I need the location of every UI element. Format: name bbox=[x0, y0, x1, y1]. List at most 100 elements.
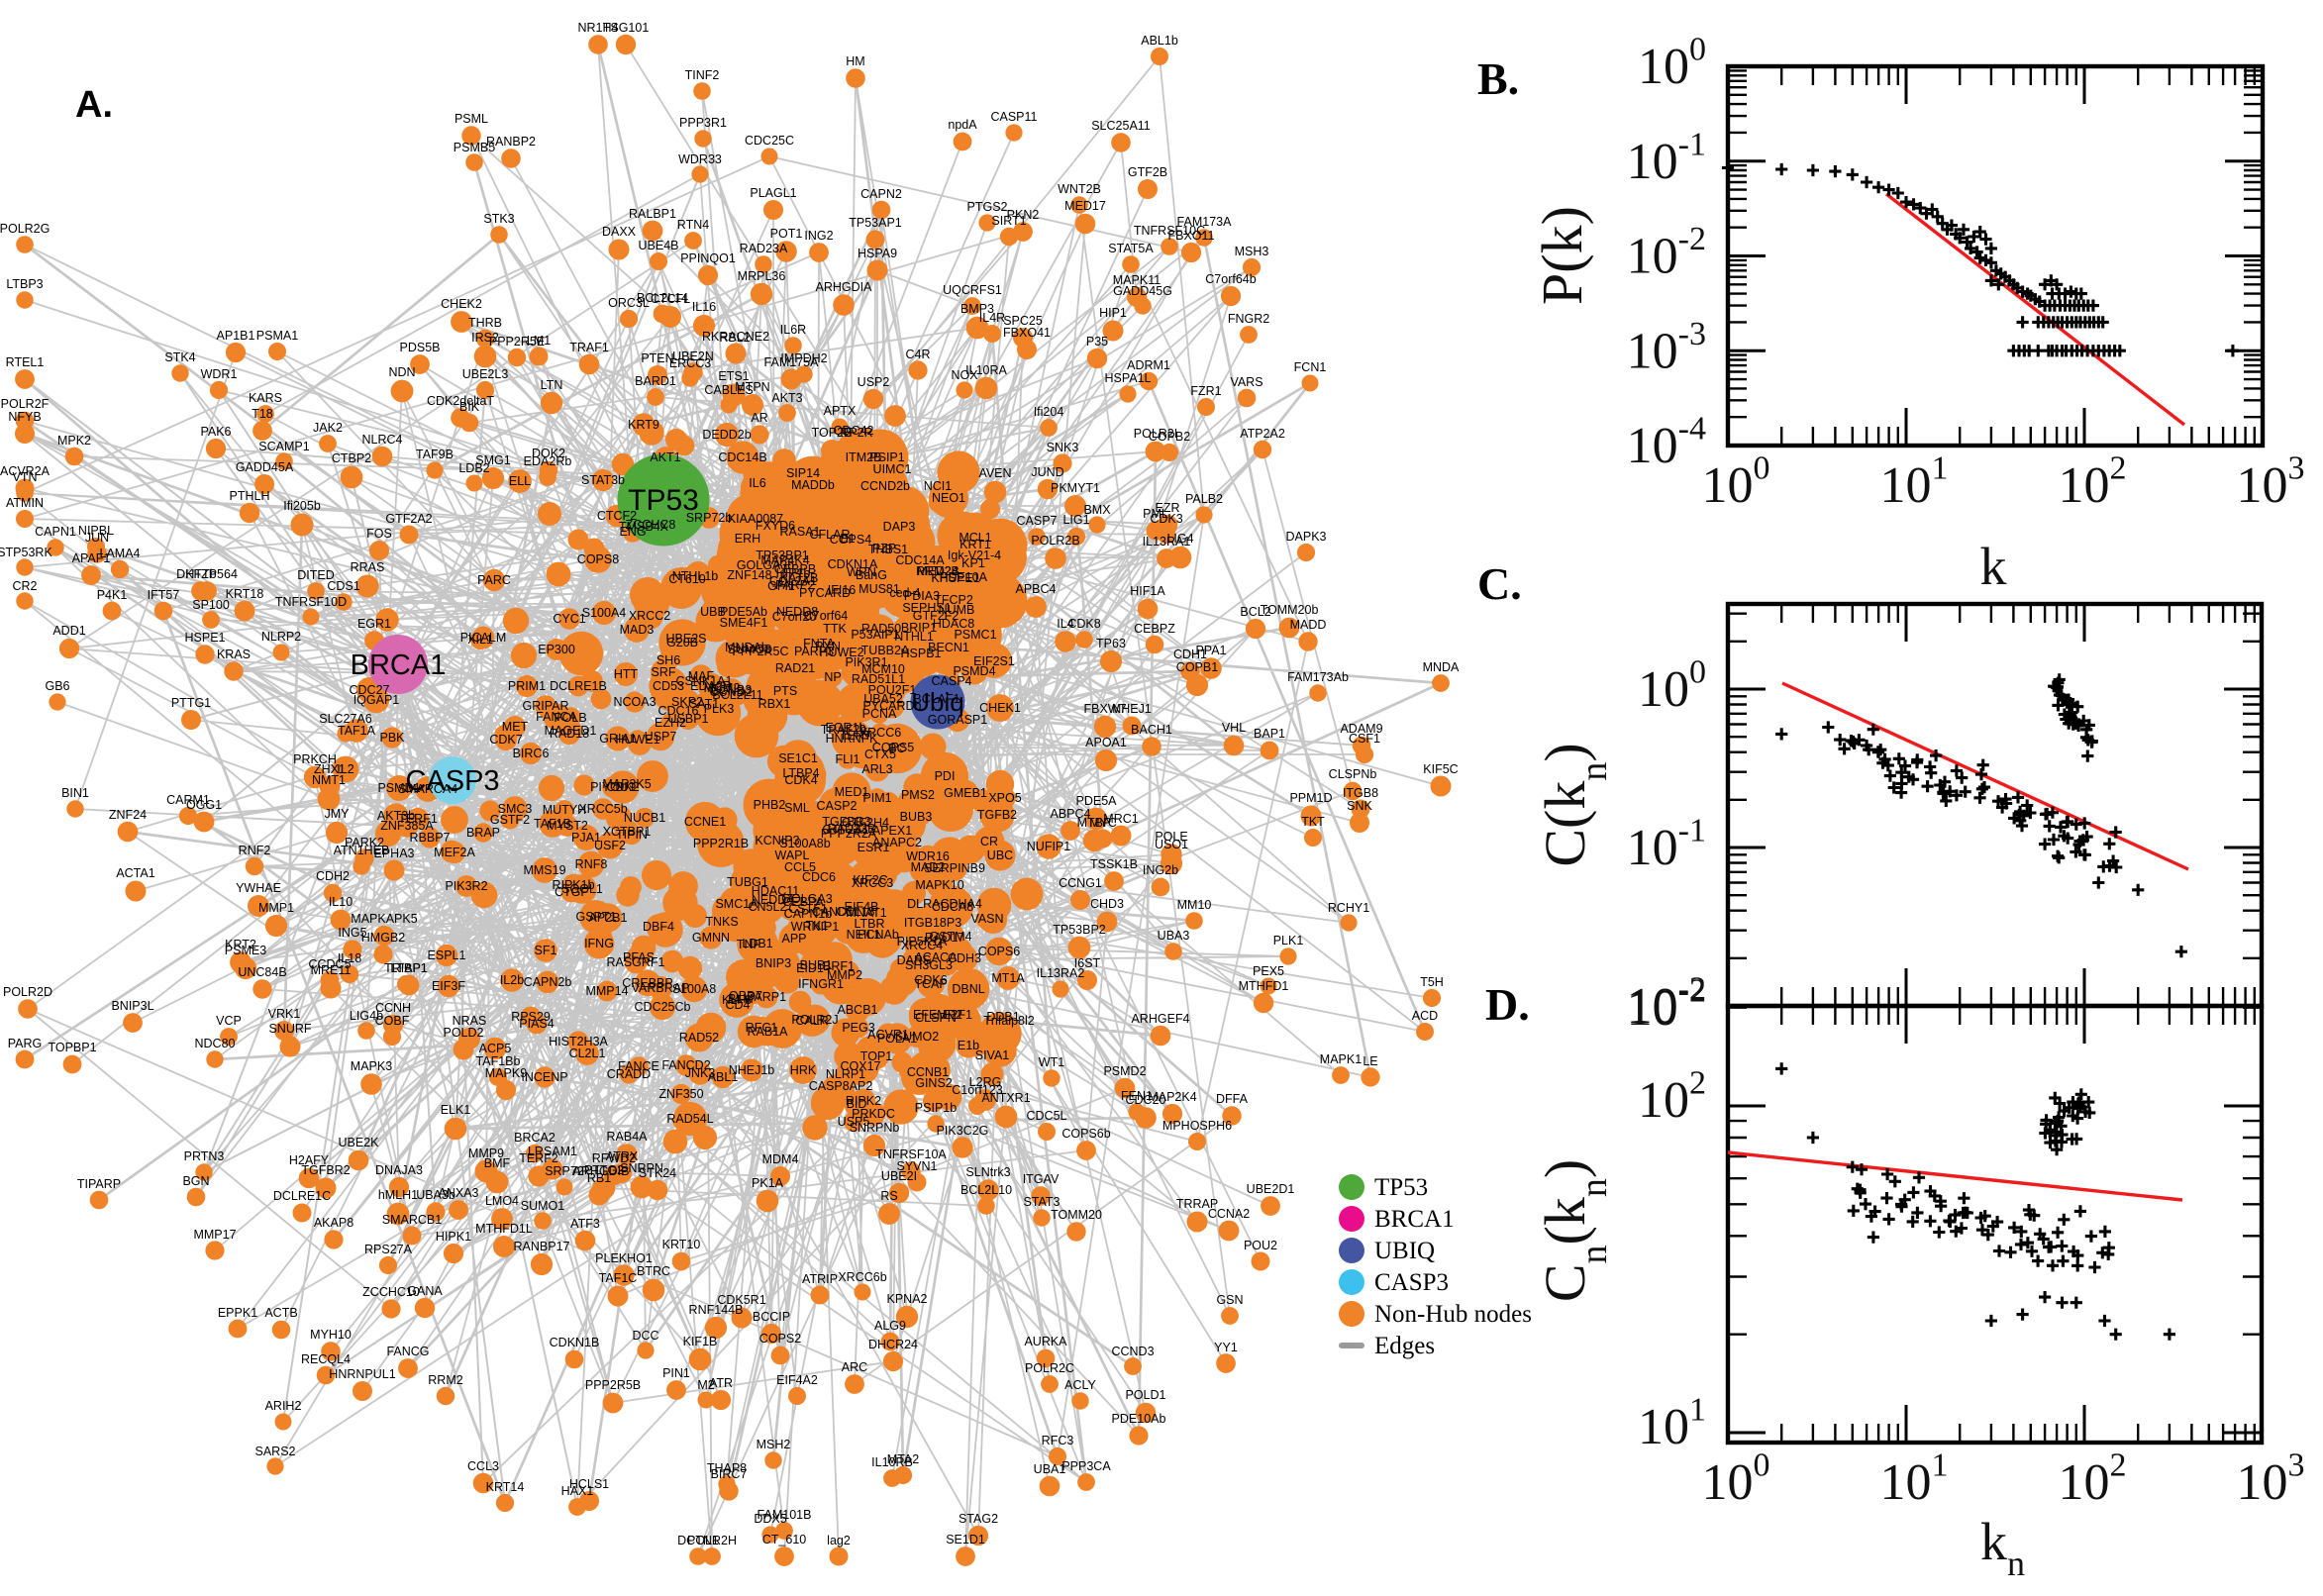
svg-text:CDK2deltaT: CDK2deltaT bbox=[427, 394, 494, 408]
svg-text:HNRNPK: HNRNPK bbox=[826, 732, 878, 746]
svg-text:PPP2R5C: PPP2R5C bbox=[733, 645, 789, 658]
svg-text:RNF8: RNF8 bbox=[575, 857, 608, 871]
svg-text:ATF3: ATF3 bbox=[570, 1217, 600, 1231]
svg-text:PK1A: PK1A bbox=[752, 1176, 784, 1190]
svg-text:NIPBL: NIPBL bbox=[78, 524, 114, 538]
svg-text:IL4R: IL4R bbox=[979, 311, 1005, 325]
svg-text:PDIA3: PDIA3 bbox=[904, 589, 940, 603]
svg-text:101: 101 bbox=[1880, 450, 1949, 514]
svg-text:CDK2: CDK2 bbox=[606, 780, 639, 794]
svg-text:ATRX: ATRX bbox=[606, 1149, 639, 1163]
svg-text:PCNAb: PCNAb bbox=[858, 928, 899, 942]
svg-text:CLSPNb: CLSPNb bbox=[1329, 767, 1377, 781]
svg-text:CASP4: CASP4 bbox=[932, 674, 972, 688]
svg-text:ESPL1: ESPL1 bbox=[428, 948, 466, 962]
svg-text:RAD50: RAD50 bbox=[861, 622, 901, 636]
svg-text:SNURF: SNURF bbox=[268, 1022, 311, 1036]
svg-text:XCTBP1: XCTBP1 bbox=[603, 825, 652, 839]
svg-text:FAM173Ab: FAM173Ab bbox=[1287, 670, 1349, 684]
svg-text:RKRACNE2: RKRACNE2 bbox=[702, 330, 769, 344]
svg-text:TNF: TNF bbox=[737, 938, 761, 951]
svg-text:MAP2K4: MAP2K4 bbox=[1148, 1090, 1196, 1104]
svg-text:COPB1: COPB1 bbox=[1176, 660, 1218, 674]
svg-text:CDC20: CDC20 bbox=[1126, 1093, 1166, 1107]
svg-text:WAPL: WAPL bbox=[775, 848, 810, 862]
svg-text:G20B: G20B bbox=[666, 636, 698, 649]
svg-text:KRT18: KRT18 bbox=[226, 587, 264, 601]
svg-text:CCL18: CCL18 bbox=[837, 905, 875, 919]
svg-text:JUN: JUN bbox=[85, 531, 109, 545]
svg-text:CDH1: CDH1 bbox=[1173, 648, 1207, 661]
svg-text:ELK1: ELK1 bbox=[441, 1103, 471, 1117]
svg-text:ACD: ACD bbox=[1412, 1009, 1438, 1023]
svg-text:DBF4: DBF4 bbox=[643, 920, 674, 934]
svg-text:PDS5B: PDS5B bbox=[400, 341, 441, 354]
svg-text:MUS81: MUS81 bbox=[858, 582, 900, 596]
svg-text:FANCG: FANCG bbox=[386, 1345, 429, 1358]
svg-text:DCLRE1B: DCLRE1B bbox=[550, 679, 607, 693]
svg-text:ANTXR1: ANTXR1 bbox=[981, 1091, 1030, 1105]
svg-text:UBA3: UBA3 bbox=[1158, 929, 1190, 943]
svg-text:IL13RA2: IL13RA2 bbox=[1037, 966, 1085, 980]
svg-text:RAD17: RAD17 bbox=[925, 931, 964, 945]
svg-text:RBBP7: RBBP7 bbox=[410, 831, 451, 845]
svg-text:PIK3R1: PIK3R1 bbox=[845, 655, 887, 669]
svg-text:XPO5: XPO5 bbox=[988, 791, 1021, 805]
svg-text:TTK: TTK bbox=[823, 622, 847, 636]
svg-text:CCL3: CCL3 bbox=[467, 1459, 499, 1473]
svg-text:ARHGEF4: ARHGEF4 bbox=[1131, 1012, 1189, 1026]
svg-text:MCL1: MCL1 bbox=[959, 531, 991, 545]
svg-text:ACACA: ACACA bbox=[914, 950, 958, 964]
svg-text:EGR1: EGR1 bbox=[357, 617, 391, 631]
svg-text:MED24: MED24 bbox=[917, 564, 959, 578]
svg-text:DDX5: DDX5 bbox=[754, 1512, 786, 1526]
svg-text:COPS6: COPS6 bbox=[978, 945, 1020, 958]
svg-text:T18: T18 bbox=[252, 407, 273, 421]
svg-text:PPA1: PPA1 bbox=[1195, 644, 1226, 657]
svg-text:RAB1A: RAB1A bbox=[748, 1025, 789, 1039]
svg-text:ESR1: ESR1 bbox=[858, 841, 890, 854]
svg-text:C7orf64: C7orf64 bbox=[804, 609, 849, 623]
svg-text:PARP1: PARP1 bbox=[747, 990, 786, 1004]
svg-text:PDI: PDI bbox=[935, 769, 956, 783]
svg-text:THRB: THRB bbox=[468, 316, 502, 330]
svg-text:CAPN1: CAPN1 bbox=[35, 525, 76, 539]
svg-text:NDC80: NDC80 bbox=[195, 1037, 236, 1050]
svg-text:CDK3: CDK3 bbox=[1150, 512, 1182, 526]
svg-text:SIP14: SIP14 bbox=[786, 466, 820, 480]
svg-text:DCLRE1C: DCLRE1C bbox=[273, 1189, 331, 1203]
svg-text:PAK6: PAK6 bbox=[200, 425, 231, 439]
svg-text:SMARCA4: SMARCA4 bbox=[398, 782, 457, 796]
svg-text:STK24: STK24 bbox=[639, 1166, 676, 1180]
svg-text:CDK4: CDK4 bbox=[784, 773, 817, 787]
svg-text:BRF1: BRF1 bbox=[823, 959, 855, 973]
svg-text:TNFRSF10A: TNFRSF10A bbox=[875, 1147, 947, 1161]
svg-text:NLRC4: NLRC4 bbox=[362, 433, 403, 447]
svg-text:APEX1: APEX1 bbox=[872, 824, 912, 838]
svg-text:SLNtrk3: SLNtrk3 bbox=[965, 1165, 1010, 1179]
svg-text:Ifi204: Ifi204 bbox=[1034, 405, 1064, 419]
svg-text:SKP2: SKP2 bbox=[671, 695, 703, 709]
svg-text:ADD1: ADD1 bbox=[52, 624, 85, 638]
svg-text:POLR2D: POLR2D bbox=[3, 985, 52, 999]
svg-text:Igk-V21-4: Igk-V21-4 bbox=[948, 549, 1001, 562]
svg-text:SARS2: SARS2 bbox=[255, 1445, 296, 1458]
svg-text:PZP: PZP bbox=[872, 542, 896, 555]
svg-text:SRP72b: SRP72b bbox=[686, 511, 733, 525]
svg-text:EIF4A2: EIF4A2 bbox=[776, 1373, 818, 1387]
svg-text:PSMD2: PSMD2 bbox=[1103, 1064, 1146, 1078]
svg-text:TAF9B: TAF9B bbox=[416, 448, 454, 461]
svg-text:GSN: GSN bbox=[1216, 1293, 1243, 1307]
svg-text:CCNB3: CCNB3 bbox=[710, 683, 752, 697]
svg-text:RASGRF1: RASGRF1 bbox=[606, 955, 664, 969]
svg-text:IFNGR1: IFNGR1 bbox=[798, 977, 844, 991]
svg-text:DCTN1: DCTN1 bbox=[677, 1534, 719, 1547]
svg-text:HSPA1L: HSPA1L bbox=[1104, 371, 1151, 385]
svg-text:TERF2: TERF2 bbox=[519, 1151, 558, 1165]
svg-text:BMP3: BMP3 bbox=[960, 302, 994, 316]
svg-text:CRADD: CRADD bbox=[607, 1067, 651, 1081]
svg-text:GTF2B: GTF2B bbox=[1128, 165, 1167, 179]
svg-text:NLRP1: NLRP1 bbox=[826, 1067, 865, 1081]
svg-text:JUND: JUND bbox=[1031, 465, 1063, 479]
svg-text:DFFA: DFFA bbox=[1216, 1092, 1249, 1106]
